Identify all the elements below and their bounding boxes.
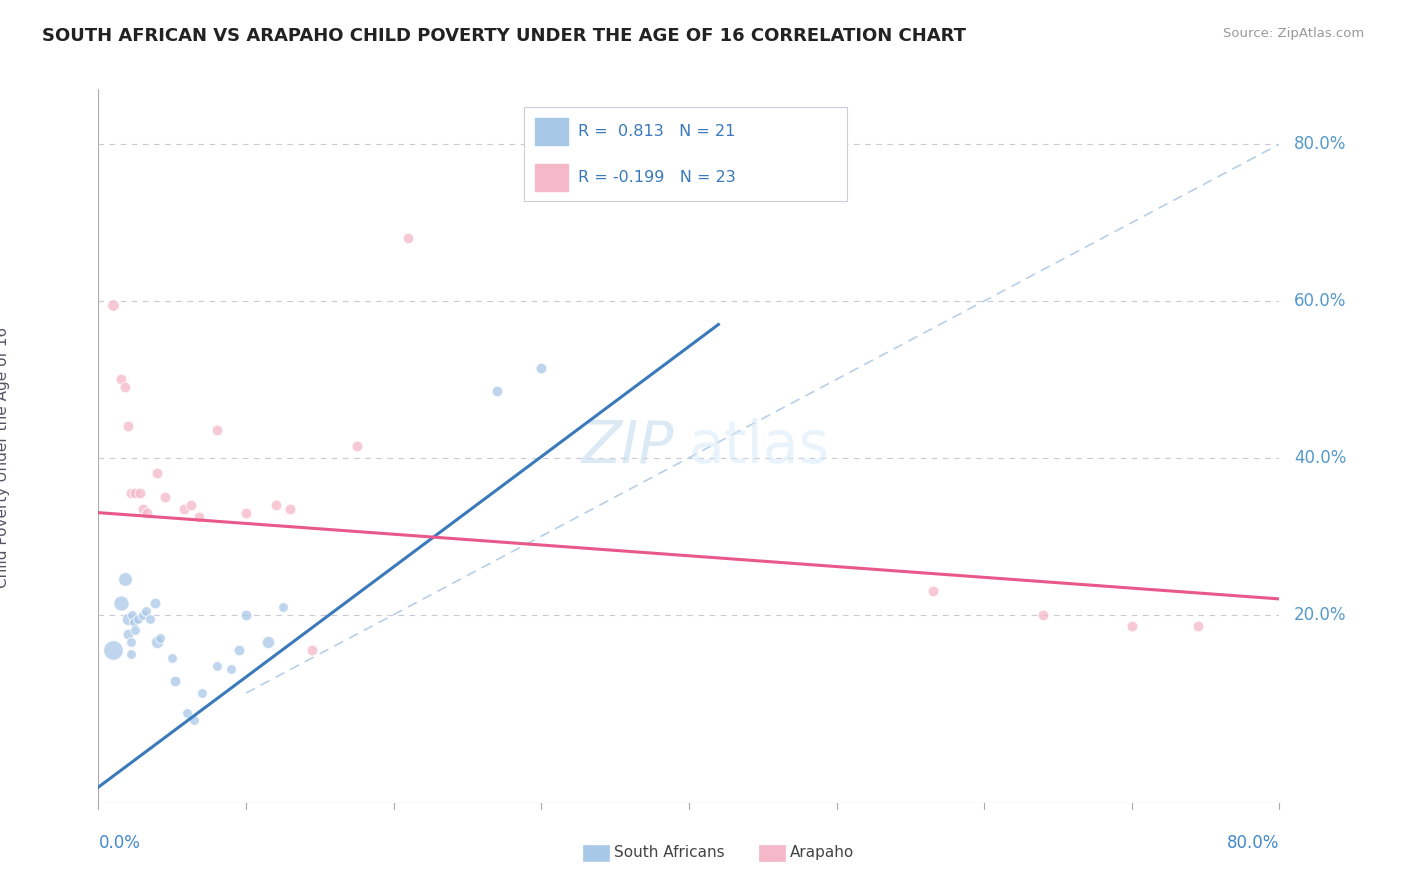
Point: [219, 663, 242, 677]
Text: Child Poverty Under the Age of 16: Child Poverty Under the Age of 16: [0, 327, 10, 589]
Point: [205, 423, 228, 437]
Text: 0.0%: 0.0%: [98, 834, 141, 852]
Point: [127, 611, 149, 625]
Point: [136, 506, 159, 520]
Point: [264, 498, 287, 512]
Point: [120, 486, 142, 500]
Point: [132, 501, 155, 516]
Point: [271, 599, 294, 614]
Point: [346, 439, 368, 453]
Point: [235, 506, 257, 520]
Point: [153, 490, 176, 504]
Text: atlas: atlas: [689, 417, 830, 475]
Point: [257, 635, 280, 649]
Point: [235, 607, 257, 622]
Point: [191, 686, 214, 700]
Text: SOUTH AFRICAN VS ARAPAHO CHILD POVERTY UNDER THE AGE OF 16 CORRELATION CHART: SOUTH AFRICAN VS ARAPAHO CHILD POVERTY U…: [42, 27, 966, 45]
Point: [396, 231, 419, 245]
Point: [121, 607, 143, 622]
Text: ZIP: ZIP: [582, 417, 675, 475]
Text: 20.0%: 20.0%: [1294, 606, 1347, 624]
Text: R =  0.813   N = 21: R = 0.813 N = 21: [578, 124, 735, 139]
Point: [132, 607, 155, 622]
Point: [530, 360, 553, 375]
Point: [146, 467, 169, 481]
Text: Source: ZipAtlas.com: Source: ZipAtlas.com: [1223, 27, 1364, 40]
Text: South Africans: South Africans: [614, 846, 725, 860]
Point: [110, 596, 132, 610]
Point: [187, 509, 209, 524]
Point: [1032, 607, 1054, 622]
Point: [173, 501, 195, 516]
Point: [146, 635, 169, 649]
Point: [114, 380, 136, 394]
Point: [162, 650, 183, 665]
Text: 40.0%: 40.0%: [1294, 449, 1347, 467]
Text: Arapaho: Arapaho: [790, 846, 855, 860]
Point: [103, 643, 125, 657]
Point: [486, 384, 509, 398]
Point: [120, 635, 142, 649]
Bar: [536, 164, 568, 191]
FancyBboxPatch shape: [523, 107, 846, 201]
Point: [1187, 619, 1209, 633]
Text: R = -0.199   N = 23: R = -0.199 N = 23: [578, 170, 735, 186]
Point: [205, 658, 228, 673]
Bar: [536, 119, 568, 145]
Point: [120, 647, 142, 661]
Point: [122, 615, 145, 630]
Point: [103, 298, 125, 312]
Point: [176, 706, 198, 720]
Text: 80.0%: 80.0%: [1294, 135, 1347, 153]
Point: [117, 419, 139, 434]
Point: [228, 643, 250, 657]
Text: 80.0%: 80.0%: [1227, 834, 1279, 852]
Point: [135, 604, 157, 618]
Point: [124, 624, 146, 638]
Point: [165, 674, 187, 689]
Point: [139, 611, 162, 625]
Point: [117, 611, 139, 625]
Point: [180, 498, 202, 512]
Point: [128, 486, 150, 500]
Point: [183, 714, 205, 728]
Point: [921, 584, 943, 599]
Point: [117, 627, 139, 641]
Point: [114, 572, 136, 586]
Point: [143, 596, 166, 610]
Point: [110, 372, 132, 386]
Text: 60.0%: 60.0%: [1294, 292, 1347, 310]
Point: [278, 501, 302, 516]
Point: [301, 643, 323, 657]
Point: [149, 631, 172, 645]
Point: [124, 486, 146, 500]
Point: [1121, 619, 1143, 633]
